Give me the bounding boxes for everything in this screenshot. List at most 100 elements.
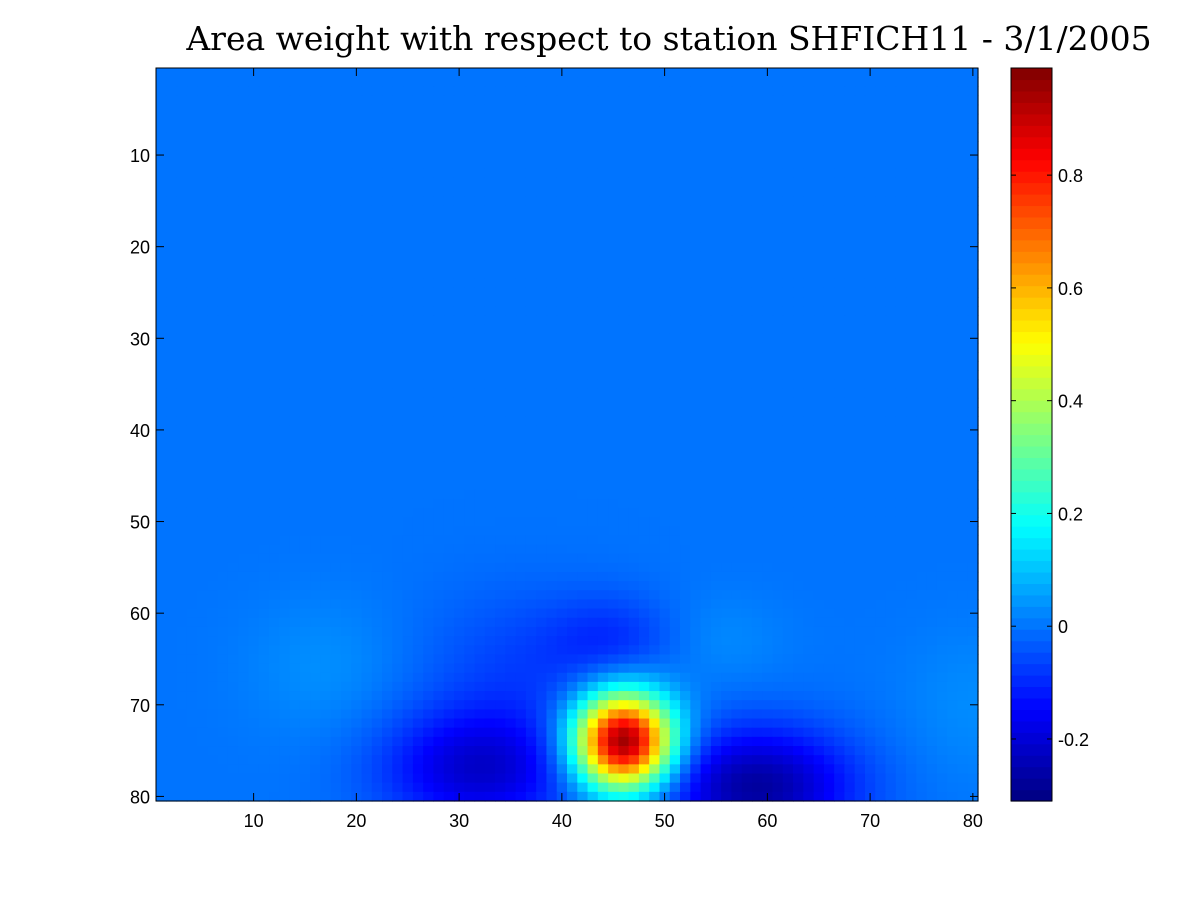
heatmap-cell (505, 232, 517, 243)
heatmap-cell (751, 251, 763, 262)
heatmap-cell (587, 590, 599, 601)
heatmap-cell (197, 187, 208, 197)
heatmap-cell (885, 324, 897, 335)
heatmap-cell (906, 177, 917, 188)
heatmap-cell (721, 159, 733, 170)
heatmap-cell (443, 544, 455, 555)
heatmap-cell (392, 425, 404, 436)
heatmap-cell (351, 177, 363, 188)
heatmap-cell (453, 452, 465, 463)
heatmap-cell (258, 388, 270, 399)
heatmap-cell (453, 150, 465, 161)
heatmap-cell (947, 397, 959, 408)
heatmap-cell (813, 590, 825, 601)
heatmap-cell (567, 443, 578, 454)
heatmap-cell (536, 242, 548, 252)
heatmap-cell (731, 306, 743, 316)
heatmap-cell (320, 397, 332, 408)
heatmap-cell (269, 416, 280, 426)
heatmap-cell (392, 617, 404, 628)
heatmap-cell (258, 452, 270, 463)
heatmap-cell (772, 461, 784, 472)
heatmap-cell (495, 306, 506, 316)
heatmap-cell (772, 608, 784, 619)
heatmap-cell (412, 553, 424, 564)
heatmap-cell (453, 626, 465, 637)
heatmap-cell (536, 562, 548, 573)
heatmap-cell (279, 269, 291, 280)
heatmap-cell (659, 77, 671, 87)
heatmap-cell (166, 626, 178, 637)
heatmap-cell (782, 379, 794, 390)
heatmap-cell (484, 232, 496, 243)
heatmap-cell (741, 526, 753, 536)
heatmap-cell (484, 452, 496, 463)
heatmap-cell (525, 86, 537, 97)
heatmap-cell (834, 77, 846, 87)
heatmap-cell (936, 461, 948, 472)
heatmap-cell (340, 269, 352, 280)
heatmap-cell (875, 187, 887, 197)
heatmap-cell (782, 269, 794, 280)
heatmap-cell (382, 122, 393, 133)
heatmap-cell (803, 342, 815, 353)
heatmap-cell (361, 443, 373, 454)
heatmap-cell (464, 507, 476, 518)
heatmap-cell (207, 480, 219, 491)
heatmap-cell (823, 553, 835, 564)
heatmap-cell (299, 324, 311, 335)
heatmap-cell (484, 205, 496, 216)
heatmap-cell (474, 214, 486, 225)
heatmap-cell (330, 581, 342, 591)
heatmap-cell (402, 122, 414, 133)
heatmap-cell (916, 553, 928, 564)
heatmap-cell (217, 471, 229, 481)
heatmap-cell (700, 196, 712, 207)
heatmap-cell (957, 608, 969, 619)
heatmap-cell (186, 498, 198, 509)
heatmap-cell (217, 516, 229, 527)
heatmap-cell (895, 214, 907, 225)
heatmap-cell (289, 636, 301, 646)
heatmap-cell (803, 333, 815, 344)
heatmap-cell (330, 177, 342, 188)
heatmap-cell (793, 68, 804, 78)
heatmap-cell (926, 232, 938, 243)
heatmap-cell (731, 544, 743, 555)
heatmap-cell (443, 159, 455, 170)
heatmap-cell (751, 177, 763, 188)
heatmap-cell (885, 571, 897, 582)
heatmap-cell (649, 196, 661, 207)
heatmap-cell (731, 214, 743, 225)
heatmap-cell (721, 544, 733, 555)
heatmap-cell (299, 122, 311, 133)
heatmap-cell (864, 361, 876, 371)
heatmap-cell (320, 122, 332, 133)
heatmap-cell (361, 232, 373, 243)
heatmap-cell (916, 452, 928, 463)
heatmap-cell (680, 608, 691, 619)
heatmap-cell (269, 68, 280, 78)
heatmap-cell (258, 352, 270, 362)
heatmap-cell (227, 333, 239, 344)
heatmap-cell (957, 352, 969, 362)
heatmap-cell (340, 168, 352, 179)
heatmap-cell (721, 461, 733, 472)
heatmap-cell (392, 223, 404, 234)
heatmap-cell (669, 159, 681, 170)
heatmap-cell (659, 397, 671, 408)
heatmap-cell (546, 77, 558, 87)
heatmap-cell (659, 168, 671, 179)
heatmap-cell (751, 297, 763, 307)
heatmap-cell (823, 223, 835, 234)
heatmap-cell (587, 626, 599, 637)
heatmap-cell (423, 379, 435, 390)
heatmap-cell (156, 187, 167, 197)
heatmap-cell (751, 562, 763, 573)
heatmap-cell (320, 196, 332, 207)
heatmap-cell (864, 306, 876, 316)
heatmap-cell (289, 95, 301, 106)
heatmap-cell (156, 489, 167, 500)
heatmap-cell (587, 480, 599, 491)
heatmap-cell (587, 333, 599, 344)
